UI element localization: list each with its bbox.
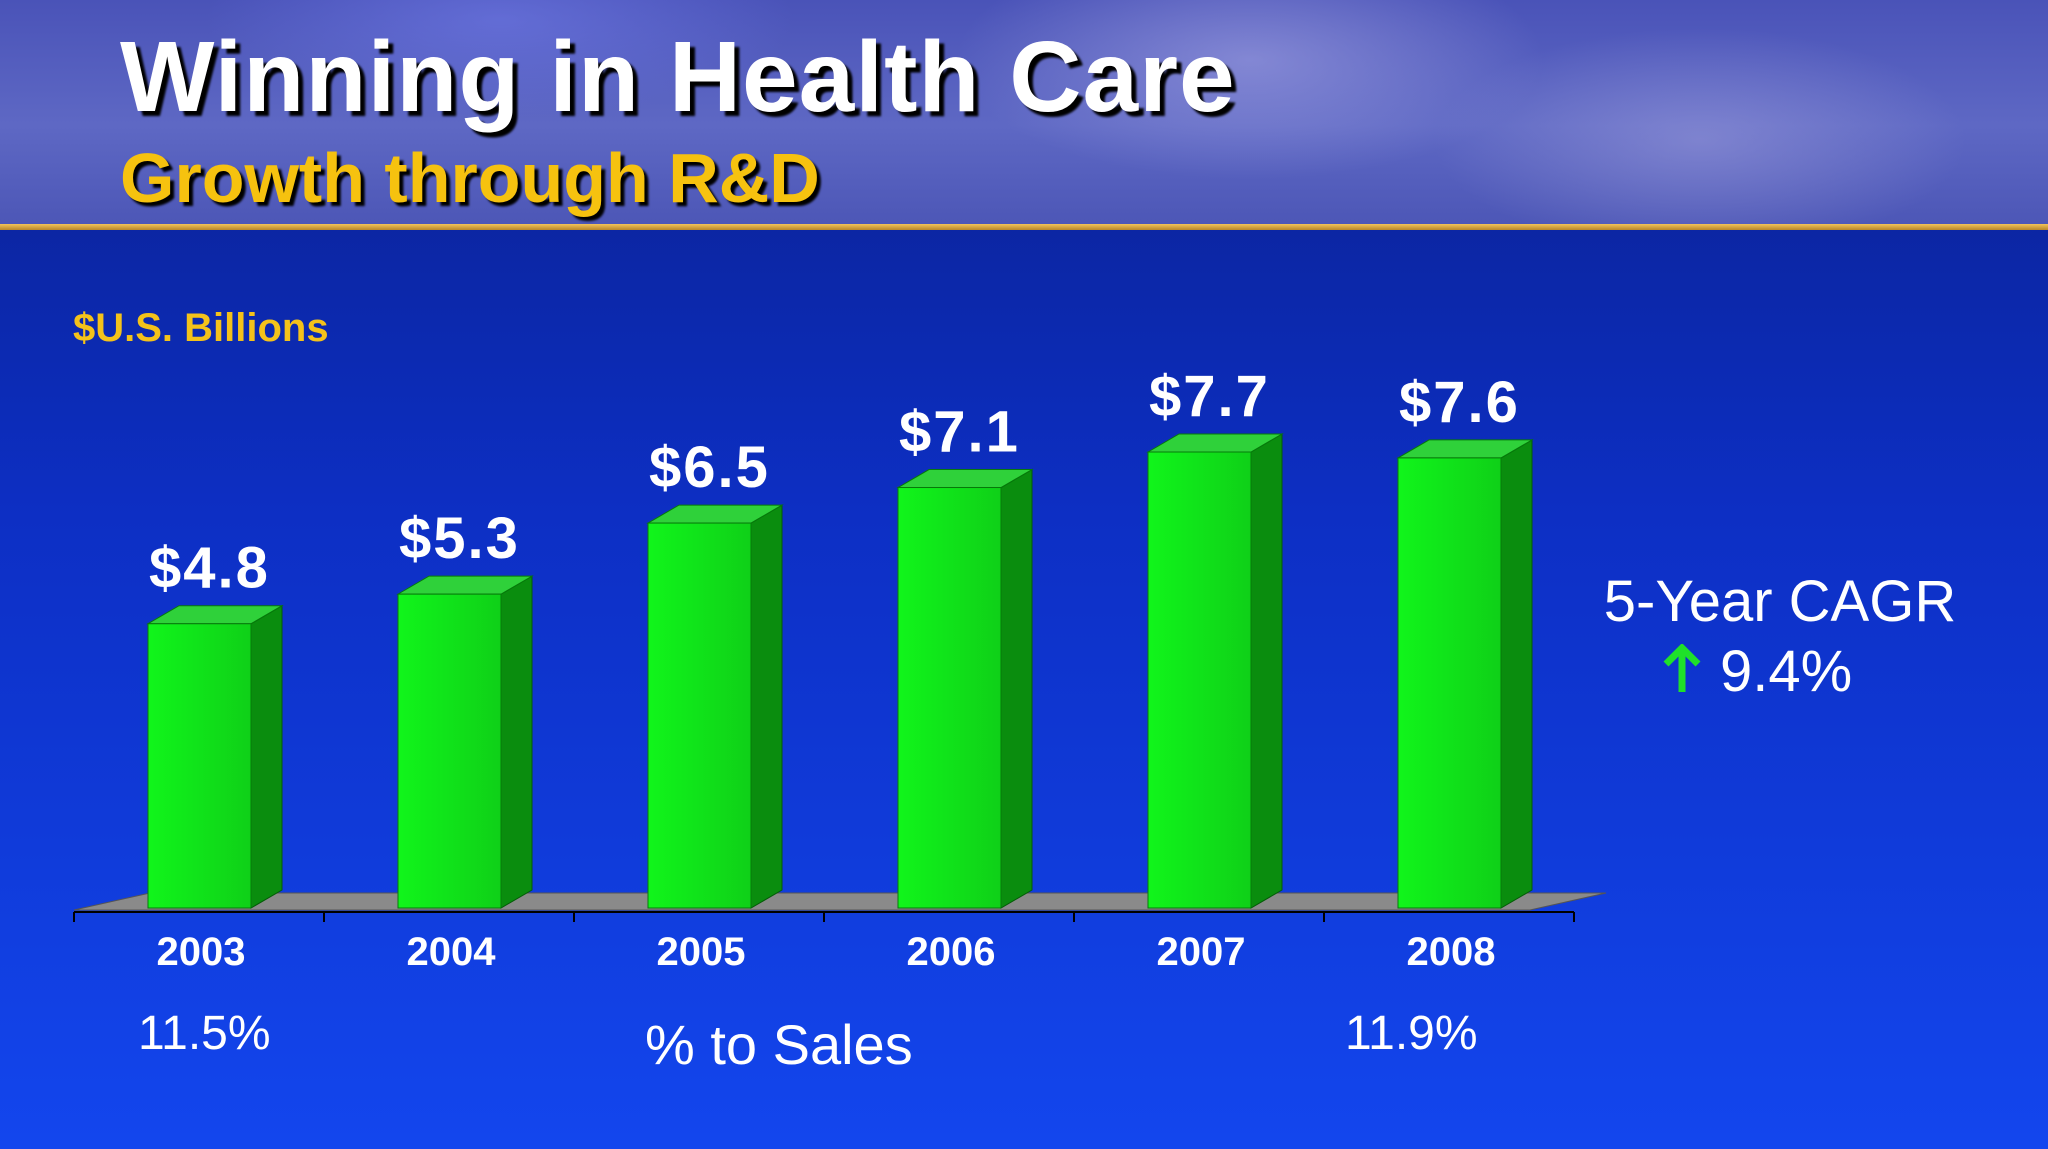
header-banner [0, 0, 2048, 228]
cagr-value: 9.4% [1720, 638, 1853, 704]
data-label-2005: $6.5 [649, 435, 770, 500]
pct-to-sales-caption: % to Sales [645, 1013, 913, 1076]
x-tick-label-2003: 2003 [157, 930, 246, 974]
bar-2007 [1147, 451, 1252, 909]
page-subtitle: Growth through R&D [120, 139, 820, 217]
pct-to-sales-2008: 11.9% [1345, 1007, 1478, 1060]
bar-side-2008 [1500, 439, 1533, 909]
up-arrow-icon [1660, 642, 1704, 699]
cagr-row: 9.4% [1660, 636, 1852, 706]
unit-label: $U.S. Billions [73, 306, 329, 350]
bar-side-2004 [500, 575, 533, 909]
x-tick-label-2007: 2007 [1157, 930, 1246, 974]
data-label-2003: $4.8 [149, 536, 270, 601]
x-tick-label-2006: 2006 [907, 930, 996, 974]
bar-2008 [1397, 457, 1502, 909]
bar-side-2007 [1250, 433, 1283, 909]
data-label-2008: $7.6 [1399, 370, 1520, 435]
chart-floor [73, 892, 1607, 911]
cagr-label: 5-Year CAGR [1603, 569, 1957, 634]
page-title: Winning in Health Care [120, 21, 1236, 133]
x-tick-label-2008: 2008 [1407, 930, 1496, 974]
x-tick-label-2005: 2005 [657, 930, 746, 974]
header-divider [0, 224, 2048, 230]
data-label-2004: $5.3 [399, 506, 520, 571]
bar-2006 [897, 487, 1002, 909]
pct-to-sales-2003: 11.5% [138, 1007, 271, 1060]
bar-side-2006 [1000, 468, 1033, 909]
x-tick-label-2004: 2004 [407, 930, 497, 974]
bar-2005 [647, 522, 752, 909]
data-label-2007: $7.7 [1149, 364, 1270, 429]
bar-side-2003 [250, 604, 283, 909]
bar-2004 [397, 593, 502, 909]
bar-2003 [147, 623, 252, 909]
bar-side-2005 [750, 504, 783, 909]
data-label-2006: $7.1 [899, 400, 1020, 465]
